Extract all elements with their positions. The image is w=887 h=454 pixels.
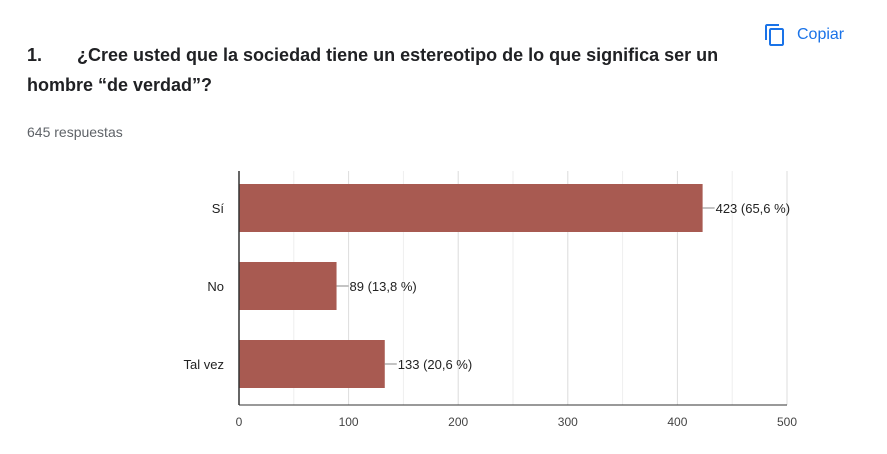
question-number: 1. xyxy=(27,45,43,65)
category-label: No xyxy=(207,279,224,294)
question-text: ¿Cree usted que la sociedad tiene un est… xyxy=(27,45,719,95)
question-title: 1. ¿Cree usted que la sociedad tiene un e… xyxy=(27,40,747,100)
copy-button-label: Copiar xyxy=(797,26,845,43)
x-tick-label: 0 xyxy=(236,415,243,429)
bar xyxy=(239,184,703,232)
data-label: 133 (20,6 %) xyxy=(398,357,472,372)
data-label: 89 (13,8 %) xyxy=(350,279,417,294)
x-tick-label: 500 xyxy=(777,415,797,429)
responses-count: 645 respuestas xyxy=(27,124,123,140)
category-label: Sí xyxy=(212,201,225,216)
data-label: 423 (65,6 %) xyxy=(716,201,790,216)
x-tick-label: 100 xyxy=(339,415,359,429)
bar xyxy=(239,262,337,310)
bar xyxy=(239,340,385,388)
x-tick-label: 400 xyxy=(667,415,687,429)
x-tick-label: 200 xyxy=(448,415,468,429)
copy-icon xyxy=(765,24,784,46)
x-tick-label: 300 xyxy=(558,415,578,429)
category-label: Tal vez xyxy=(184,357,224,372)
copy-button[interactable]: Copiar xyxy=(763,20,844,50)
